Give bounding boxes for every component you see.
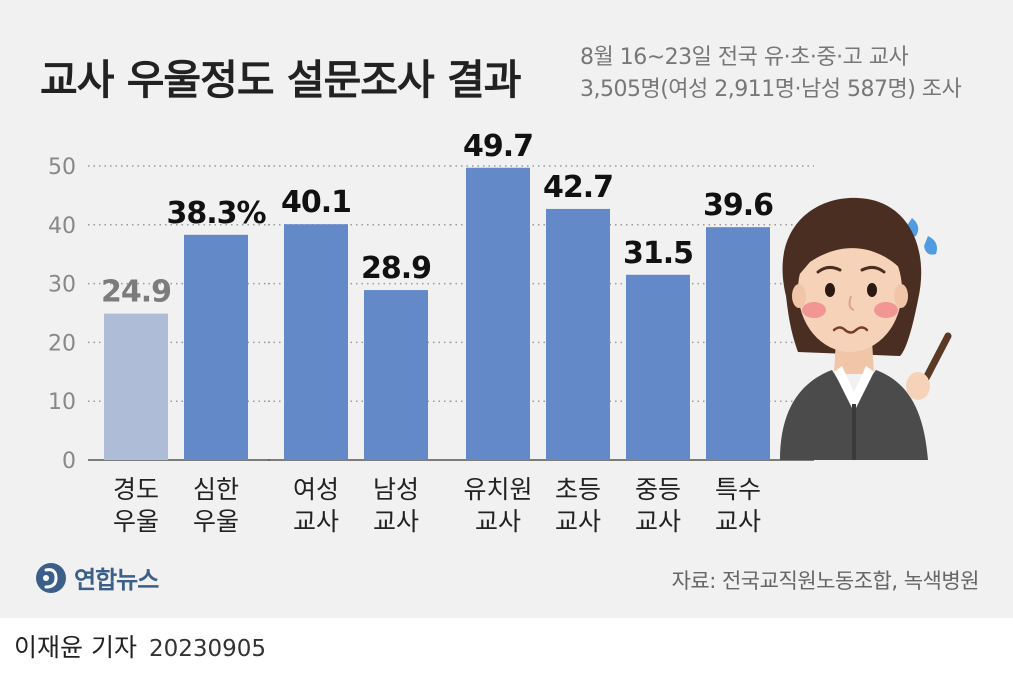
- category-label: 경도: [113, 475, 159, 504]
- y-tick-label: 30: [48, 273, 76, 298]
- brand-name: 연합뉴스: [74, 566, 159, 594]
- data-label: 39.6: [703, 188, 773, 223]
- data-label: 28.9: [361, 251, 431, 286]
- category-label: 교사: [475, 507, 521, 536]
- category-label: 중등: [635, 475, 681, 504]
- category-label: 교사: [293, 507, 339, 536]
- subtitle-line-1: 8월 16~23일 전국 유·초·중·고 교사: [580, 45, 909, 70]
- worried-teacher-icon: [780, 197, 952, 460]
- category-label: 여성: [293, 475, 339, 504]
- y-tick-label: 0: [62, 449, 76, 474]
- reporter-name: 이재윤 기자: [14, 633, 137, 662]
- category-label: 우울: [113, 507, 159, 536]
- y-tick-label: 20: [48, 331, 76, 356]
- publish-date: 20230905: [148, 636, 267, 662]
- bar: [706, 227, 770, 460]
- chart-subtitle: 8월 16~23일 전국 유·초·중·고 교사 3,505명(여성 2,911명…: [580, 42, 962, 106]
- byline: 이재윤 기자 20230905: [14, 628, 266, 664]
- chart-title: 교사 우울정도 설문조사 결과: [40, 56, 521, 104]
- data-label: 40.1: [281, 185, 351, 220]
- data-label: 42.7: [543, 170, 613, 205]
- bar: [284, 224, 348, 460]
- category-label: 유치원: [463, 475, 532, 504]
- category-label: 교사: [555, 507, 601, 536]
- y-tick-label: 40: [48, 214, 76, 239]
- y-axis: 0 10 20 30 40 50: [48, 155, 76, 474]
- category-label: 특수: [715, 475, 761, 504]
- category-label: 초등: [555, 475, 601, 504]
- subtitle-line-2: 3,505명(여성 2,911명·남성 587명) 조사: [580, 77, 962, 102]
- y-tick-label: 10: [48, 390, 76, 415]
- y-tick-label: 50: [48, 155, 76, 180]
- data-label: 31.5: [623, 236, 693, 271]
- bar: [104, 313, 168, 460]
- category-label: 교사: [635, 507, 681, 536]
- yonhap-logo-icon: [36, 562, 66, 593]
- category-label: 우울: [193, 507, 239, 536]
- data-label: 49.7: [463, 129, 533, 164]
- bar: [364, 290, 428, 460]
- category-label: 교사: [373, 507, 419, 536]
- bar-chart: 0 10 20 30 40 50 24.9 38.3% 40.1 28.9 49.7 42.7 31.…: [48, 129, 952, 536]
- category-label: 심한: [193, 475, 239, 504]
- category-label: 교사: [715, 507, 761, 536]
- category-label: 남성: [373, 475, 419, 504]
- value-labels: 24.9 38.3% 40.1 28.9 49.7 42.7 31.5 39.6: [101, 129, 774, 310]
- bars: [104, 167, 770, 461]
- bar: [546, 208, 610, 460]
- bar: [626, 274, 690, 460]
- brand: 연합뉴스: [34, 560, 159, 595]
- bar: [466, 167, 530, 461]
- source-note: 자료: 전국교직원노동조합, 녹색병원: [671, 569, 980, 593]
- data-label: 38.3%: [166, 196, 266, 231]
- data-label: 24.9: [101, 275, 171, 310]
- bar: [184, 234, 248, 460]
